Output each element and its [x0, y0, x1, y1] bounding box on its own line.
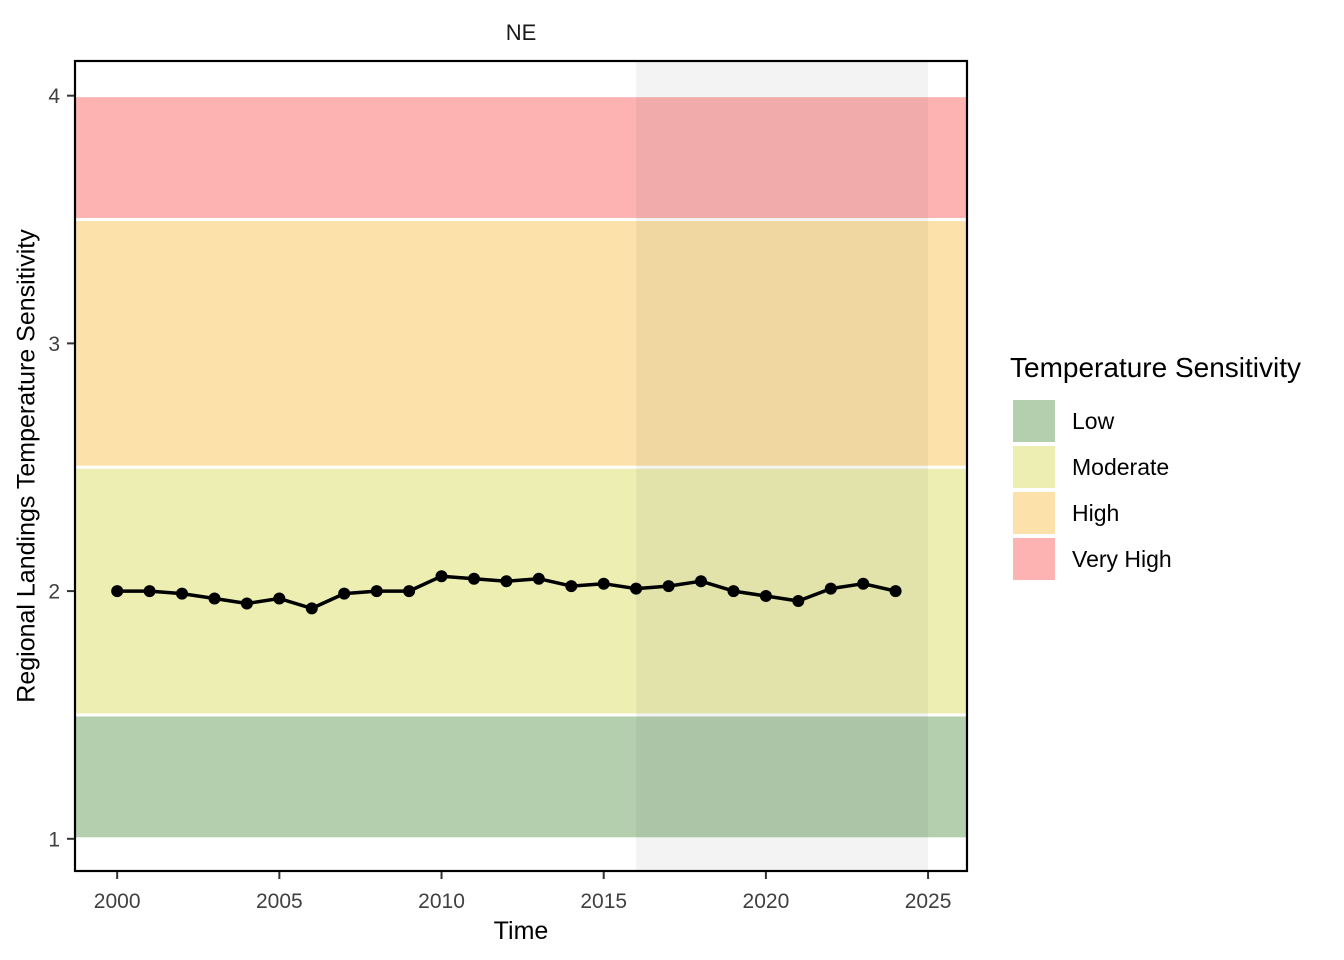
x-tick-label: 2015 [580, 890, 627, 913]
band-low [75, 716, 967, 838]
legend-title: Temperature Sensitivity [1010, 352, 1302, 383]
x-tick-label: 2005 [256, 890, 303, 913]
band-moderate [75, 468, 967, 714]
legend-swatch-very-high [1013, 538, 1055, 580]
legend-swatch-moderate [1013, 446, 1055, 488]
data-point [857, 577, 870, 590]
data-point [468, 572, 480, 585]
y-axis-title: Regional Landings Temperature Sensitivit… [12, 229, 41, 703]
legend-item-high: High [1010, 492, 1301, 534]
data-point [727, 585, 740, 598]
band-very-high [75, 97, 967, 219]
legend-label: Moderate [1072, 453, 1170, 480]
data-point [305, 602, 318, 615]
data-point [889, 585, 902, 598]
legend-swatch-high [1013, 492, 1055, 534]
legend-item-very-high: Very High [1010, 538, 1301, 580]
x-tick-label: 2000 [94, 890, 141, 913]
data-point [597, 577, 610, 590]
data-point [240, 597, 253, 610]
data-point [403, 585, 416, 598]
data-point [176, 587, 188, 600]
data-point [111, 585, 124, 598]
data-point [143, 585, 156, 598]
legend-item-low: Low [1010, 400, 1301, 442]
panel-border [73, 59, 969, 873]
data-point [824, 582, 837, 595]
legend-item-moderate: Moderate [1010, 446, 1301, 488]
x-tick-label: 2020 [743, 890, 790, 913]
data-point [370, 585, 383, 598]
data-point [500, 575, 513, 588]
data-point [273, 592, 286, 605]
band-high [75, 221, 967, 466]
legend-label: High [1072, 499, 1120, 526]
legend: Temperature Sensitivity Low Moderate Hig… [1010, 352, 1301, 584]
y-tick-label: 3 [48, 333, 60, 356]
y-tick-label: 4 [48, 85, 60, 108]
x-axis-title: Time [493, 917, 549, 945]
plot-panel: 2000 2005 2010 2015 2020 2025 1 2 3 4 [48, 59, 969, 913]
data-point [759, 590, 772, 602]
y-tick-label: 2 [48, 581, 60, 604]
legend-label: Low [1072, 407, 1115, 434]
x-tick-label: 2010 [418, 890, 465, 913]
data-point [792, 595, 805, 607]
legend-swatch-low [1013, 400, 1055, 442]
data-point [565, 580, 578, 593]
panel-title: NE [505, 20, 537, 45]
data-point [662, 580, 675, 593]
data-point [532, 572, 545, 585]
data-point [630, 582, 643, 595]
data-point [208, 592, 221, 605]
data-point [338, 587, 351, 600]
data-point [695, 575, 707, 588]
x-tick-label: 2025 [905, 890, 952, 913]
legend-label: Very High [1072, 545, 1172, 572]
y-tick-label: 1 [48, 828, 60, 851]
data-point [435, 570, 448, 583]
highlight-region [636, 61, 929, 871]
